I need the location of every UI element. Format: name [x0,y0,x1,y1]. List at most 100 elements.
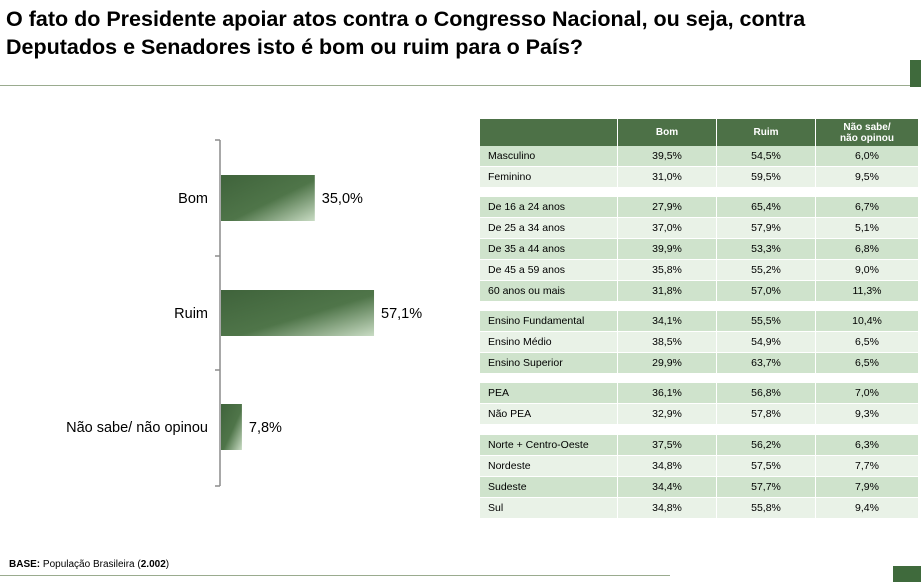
row-label: Norte + Centro-Oeste [480,435,618,456]
value-label: 7,8% [249,420,282,436]
cell-value: 54,5% [717,146,816,167]
table-row: Ensino Médio 38,5% 54,9% 6,5% [480,332,918,353]
cell-value: 57,0% [717,281,816,302]
cell-value: 6,8% [816,239,918,260]
bar-2 [221,404,242,450]
cell-value: 9,4% [816,498,918,519]
title-line-2: Deputados e Senadores isto é bom ou ruim… [6,35,584,59]
table-row: Masculino 39,5% 54,5% 6,0% [480,146,918,167]
corner-accent-top [910,60,921,87]
cell-value: 34,4% [618,477,717,498]
page-title: O fato do Presidente apoiar atos contra … [6,5,906,61]
row-label: Nordeste [480,456,618,477]
cell-value: 55,8% [717,498,816,519]
table-row: De 45 a 59 anos 35,8% 55,2% 9,0% [480,260,918,281]
header-divider [0,85,910,86]
group-spacer [480,302,918,311]
cell-value: 31,0% [618,167,717,188]
cell-value: 5,1% [816,218,918,239]
cell-value: 11,3% [816,281,918,302]
table-header-row: Bom Ruim Não sabe/não opinou [480,119,918,146]
row-label: De 25 a 34 anos [480,218,618,239]
row-label: Não PEA [480,404,618,425]
cell-value: 39,5% [618,146,717,167]
bar-0 [221,175,315,221]
cell-value: 6,7% [816,197,918,218]
base-count: 2.002 [140,559,166,570]
cell-value: 55,5% [717,311,816,332]
bar-chart: Bom 35,0% Ruim 57,1% Não sabe/ não opinou 7,8… [66,139,422,487]
cell-value: 9,0% [816,260,918,281]
row-label: Sudeste [480,477,618,498]
cell-value: 57,9% [717,218,816,239]
cell-value: 55,2% [717,260,816,281]
table-row: De 25 a 34 anos 37,0% 57,9% 5,1% [480,218,918,239]
row-label: Masculino [480,146,618,167]
cell-value: 57,8% [717,404,816,425]
row-label: Ensino Médio [480,332,618,353]
category-label: Ruim [174,306,208,322]
row-label: Ensino Superior [480,353,618,374]
cell-value: 37,0% [618,218,717,239]
base-text-pre: População Brasileira ( [40,559,141,570]
base-text-post: ) [165,559,170,570]
category-label: Não sabe/ não opinou [66,420,208,436]
table-row: De 35 a 44 anos 39,9% 53,3% 6,8% [480,239,918,260]
crosstab-table: Bom Ruim Não sabe/não opinou Masculino 39… [480,119,918,519]
title-line-1: O fato do Presidente apoiar atos contra … [6,7,806,31]
cell-value: 59,5% [717,167,816,188]
row-label: Ensino Fundamental [480,311,618,332]
group-spacer [480,425,918,435]
table-row: Ensino Superior 29,9% 63,7% 6,5% [480,353,918,374]
row-label: De 16 a 24 anos [480,197,618,218]
cell-value: 7,7% [816,456,918,477]
cell-value: 37,5% [618,435,717,456]
base-note: BASE: População Brasileira (2.002) [9,559,169,570]
cell-value: 6,3% [816,435,918,456]
table-row: Nordeste 34,8% 57,5% 7,7% [480,456,918,477]
table-row: Sudeste 34,4% 57,7% 7,9% [480,477,918,498]
cell-value: 32,9% [618,404,717,425]
cell-value: 63,7% [717,353,816,374]
row-label: De 45 a 59 anos [480,260,618,281]
table-row: Norte + Centro-Oeste 37,5% 56,2% 6,3% [480,435,918,456]
header-cell-ruim: Ruim [717,119,816,146]
cell-value: 6,5% [816,353,918,374]
cell-value: 39,9% [618,239,717,260]
bar-1 [221,290,375,336]
cell-value: 53,3% [717,239,816,260]
cell-value: 57,5% [717,456,816,477]
cell-value: 7,0% [816,383,918,404]
cell-value: 65,4% [717,197,816,218]
cell-value: 27,9% [618,197,717,218]
cell-value: 6,5% [816,332,918,353]
table-row: Ensino Fundamental 34,1% 55,5% 10,4% [480,311,918,332]
table-row: Feminino 31,0% 59,5% 9,5% [480,167,918,188]
category-label: Bom [178,191,208,207]
cell-value: 31,8% [618,281,717,302]
table-row: PEA 36,1% 56,8% 7,0% [480,383,918,404]
cell-value: 54,9% [717,332,816,353]
cell-value: 34,8% [618,456,717,477]
group-spacer [480,374,918,383]
cell-value: 38,5% [618,332,717,353]
header-cell-nao-sabe: Não sabe/não opinou [816,119,918,146]
cell-value: 35,8% [618,260,717,281]
header-nao-sabe-text: Não sabe/não opinou [840,121,894,144]
corner-accent-bottom [893,566,921,582]
row-label: 60 anos ou mais [480,281,618,302]
table-row: Sul 34,8% 55,8% 9,4% [480,498,918,519]
cell-value: 10,4% [816,311,918,332]
table-row: 60 anos ou mais 31,8% 57,0% 11,3% [480,281,918,302]
cell-value: 7,9% [816,477,918,498]
header-cell-bom: Bom [618,119,717,146]
row-label: Feminino [480,167,618,188]
footer-divider [0,575,670,576]
base-label: BASE: [9,559,41,570]
cell-value: 34,8% [618,498,717,519]
cell-value: 29,9% [618,353,717,374]
cell-value: 9,5% [816,167,918,188]
row-label: PEA [480,383,618,404]
table-row: Não PEA 32,9% 57,8% 9,3% [480,404,918,425]
cell-value: 56,8% [717,383,816,404]
